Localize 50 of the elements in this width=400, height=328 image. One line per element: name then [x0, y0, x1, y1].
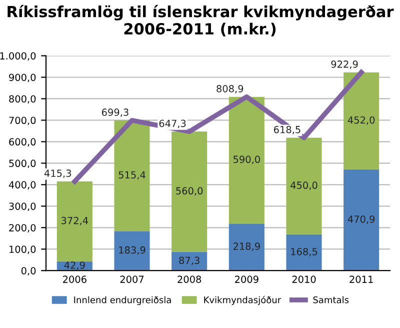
y-tick-label: 200,0: [9, 224, 36, 232]
bar: [172, 132, 208, 252]
bar: [228, 96, 264, 224]
data-label: 590,0: [234, 156, 260, 164]
y-tick-label: 600,0: [9, 138, 36, 147]
y-tick-label: 900,0: [9, 74, 36, 82]
data-label: 42,9: [64, 261, 85, 270]
chart-title: Ríkissframlög til íslenskrar kvikmyndagerðar 2006-2011 (m.kr.): [8, 4, 394, 36]
data-label: 560,0: [176, 187, 203, 196]
y-tick-label: 800,0: [9, 95, 36, 104]
bar: [344, 169, 380, 271]
y-tick-label: 100,0: [10, 246, 36, 254]
data-label: 922,9: [331, 60, 358, 69]
data-label: 452,0: [348, 116, 375, 125]
data-label: 372,4: [61, 216, 88, 226]
bar: [56, 181, 92, 262]
x-tick-label: 2011: [350, 276, 373, 283]
x-tick-label: 2008: [178, 276, 202, 283]
x-tick-label: 2010: [292, 276, 316, 283]
bar: [286, 138, 322, 234]
data-label: 450,0: [290, 182, 318, 190]
data-label: 168,5: [291, 248, 318, 256]
y-tick-label: 400,0: [8, 181, 36, 190]
bar: [228, 224, 264, 271]
data-label: 183,9: [119, 246, 146, 255]
data-label: 699,3: [102, 108, 128, 117]
x-tick-label: 2006: [63, 276, 86, 283]
data-label: 87,3: [179, 256, 200, 266]
legend-label: Innlend endurgreiðsla: [74, 296, 171, 306]
data-label: 218,9: [233, 242, 260, 251]
data-label: 618,5: [274, 126, 300, 134]
y-tick-label: 0,0: [21, 267, 36, 276]
data-label: 470,9: [348, 215, 375, 224]
legend-label: Kvikmyndasjóður: [204, 296, 282, 306]
data-label: 515,4: [118, 171, 146, 180]
legend-label: Samtals: [313, 296, 349, 304]
bar: [172, 252, 208, 271]
y-tick-label: 700,0: [9, 116, 36, 126]
x-tick-label: 2009: [235, 276, 258, 283]
y-tick-label: 500,0: [9, 160, 36, 168]
bar: [344, 72, 380, 170]
y-tick-label: 1.000,0: [0, 52, 36, 61]
bar: [286, 234, 322, 271]
bar: [114, 120, 150, 232]
data-label: 415,3: [44, 170, 72, 178]
bar: [114, 231, 150, 271]
data-label: 647,3: [159, 120, 186, 128]
x-tick-label: 2007: [120, 276, 144, 283]
data-label: 808,9: [216, 85, 244, 94]
y-tick-label: 300,0: [9, 202, 36, 211]
